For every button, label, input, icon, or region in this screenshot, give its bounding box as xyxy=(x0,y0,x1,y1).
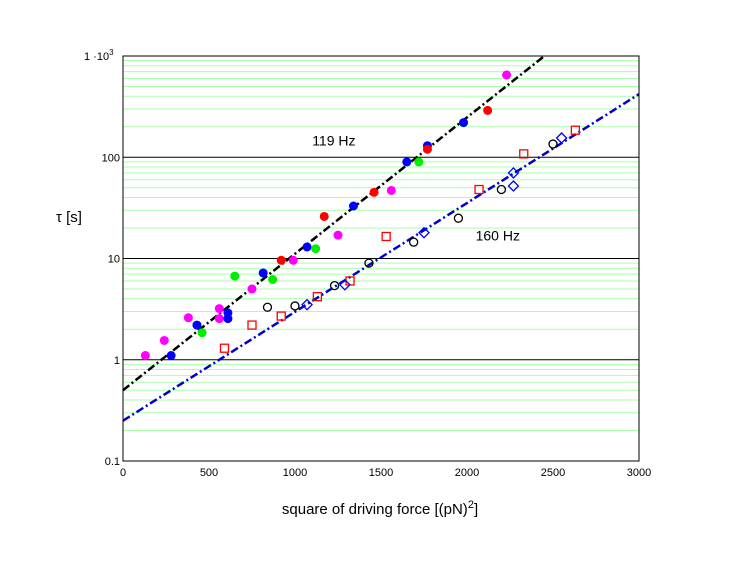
fit-line xyxy=(122,55,546,392)
data-point xyxy=(219,343,230,353)
x-axis-label: square of driving force [(pN)2] xyxy=(282,499,478,518)
data-point xyxy=(570,125,581,135)
y-axis-label: τ [s] xyxy=(56,209,82,226)
data-point xyxy=(311,244,321,254)
data-point xyxy=(230,271,240,281)
annotation-160hz: 160 Hz xyxy=(476,228,520,244)
data-point xyxy=(268,275,278,285)
data-point xyxy=(459,118,469,128)
data-point xyxy=(409,237,419,247)
fit-lines xyxy=(122,55,640,422)
y-tick-label: 0.1 xyxy=(105,456,120,468)
data-point xyxy=(381,231,391,242)
data-point xyxy=(483,105,493,115)
data-point xyxy=(402,157,412,167)
data-point xyxy=(183,313,193,323)
data-point xyxy=(223,314,233,324)
data-point xyxy=(276,255,286,265)
data-point xyxy=(262,302,273,312)
annotation-119hz: 119 Hz xyxy=(312,133,355,149)
data-point xyxy=(140,351,150,361)
data-point xyxy=(548,139,558,149)
x-tick-label: 500 xyxy=(200,467,218,479)
data-point xyxy=(214,304,224,314)
tick-labels: 0 500 1000 1500 2000 2500 3000 0.1 1 10 100 xyxy=(102,152,652,479)
data-point xyxy=(364,258,374,268)
data-point xyxy=(348,201,358,211)
x-tick-label: 2000 xyxy=(455,467,479,479)
y-tick-label: 1 xyxy=(114,355,120,367)
data-point xyxy=(290,301,300,311)
y-tick-label: 10 xyxy=(108,254,120,266)
data-points xyxy=(140,70,581,361)
data-point xyxy=(474,184,484,195)
data-point xyxy=(302,242,312,252)
data-point xyxy=(247,284,257,294)
data-point xyxy=(258,268,268,278)
y-tick-top: 1 ·103 xyxy=(84,48,114,63)
data-point xyxy=(329,280,340,291)
data-point xyxy=(453,213,464,223)
data-point xyxy=(192,320,202,330)
data-point xyxy=(333,230,343,240)
data-point xyxy=(312,291,323,302)
data-point xyxy=(276,311,286,321)
data-point xyxy=(496,184,507,195)
data-point xyxy=(159,335,169,345)
x-tick-label: 1500 xyxy=(369,467,393,479)
data-point xyxy=(197,328,207,338)
data-point xyxy=(507,167,520,179)
data-point xyxy=(502,70,512,80)
grid xyxy=(123,60,639,432)
data-point xyxy=(301,298,313,311)
data-point xyxy=(418,226,430,239)
data-point xyxy=(422,144,432,154)
x-tick-label: 2500 xyxy=(541,467,565,479)
data-point xyxy=(247,320,257,330)
x-tick-label: 0 xyxy=(120,467,126,479)
data-point xyxy=(319,211,329,221)
data-point xyxy=(519,149,529,159)
data-point xyxy=(507,180,520,192)
plot-frame xyxy=(122,55,640,462)
x-tick-label: 1000 xyxy=(283,467,307,479)
data-point xyxy=(288,255,298,265)
y-tick-label: 100 xyxy=(102,152,120,164)
data-point xyxy=(166,351,176,361)
data-point xyxy=(555,132,568,144)
data-point xyxy=(214,314,224,324)
data-point xyxy=(414,157,424,167)
data-point xyxy=(338,278,351,291)
data-point xyxy=(369,187,379,197)
data-point xyxy=(386,185,396,195)
x-tick-label: 3000 xyxy=(627,467,651,479)
